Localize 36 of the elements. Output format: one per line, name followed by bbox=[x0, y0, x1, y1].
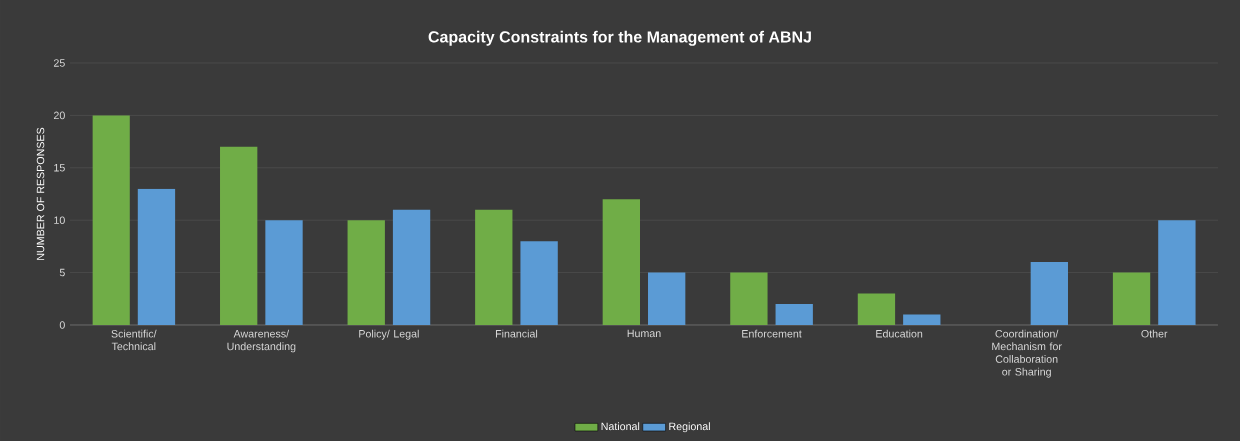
x-tick-label: Awareness/ Understanding bbox=[227, 329, 296, 353]
x-tick-label: Policy/ Legal bbox=[359, 329, 419, 340]
x-tick-label: Human bbox=[627, 329, 661, 338]
bar bbox=[857, 293, 896, 325]
x-tick-label: Scientific/ Technical bbox=[111, 329, 157, 351]
bar bbox=[648, 272, 686, 325]
y-tick-label: 0 bbox=[59, 321, 65, 329]
bar bbox=[347, 220, 385, 325]
bar bbox=[1158, 220, 1196, 325]
x-tick-label: Coordination/ Mechanism for Collaboration or Sharing bbox=[992, 329, 1062, 378]
y-tick-label: 20 bbox=[53, 111, 65, 120]
bar bbox=[903, 314, 941, 325]
x-tick-label: Financial bbox=[495, 329, 538, 338]
y-tick-label: 10 bbox=[54, 216, 65, 224]
y-tick-label: 25 bbox=[53, 59, 65, 67]
y-tick-label: 15 bbox=[54, 164, 65, 172]
y-axis-title: NUMBER OF RESPONSES bbox=[36, 127, 45, 260]
bar bbox=[730, 272, 768, 325]
x-tick-label: Other bbox=[1141, 329, 1168, 338]
bar bbox=[1030, 262, 1068, 325]
bar bbox=[392, 209, 431, 325]
legend-label: Regional bbox=[669, 422, 710, 433]
x-tick-label: Enforcement bbox=[742, 329, 802, 338]
chart-title: Capacity Constraints for the Management of ABNJ bbox=[428, 30, 811, 46]
bar bbox=[775, 304, 813, 325]
bar bbox=[520, 241, 558, 325]
legend-label: National bbox=[601, 422, 640, 431]
bar bbox=[1112, 272, 1151, 325]
x-tick-label: Education bbox=[876, 329, 923, 338]
bar bbox=[220, 146, 258, 325]
bar bbox=[475, 209, 513, 325]
y-tick-label: 5 bbox=[59, 268, 65, 277]
bar bbox=[265, 220, 303, 325]
bar bbox=[92, 115, 130, 325]
bar bbox=[137, 188, 176, 325]
bar bbox=[602, 199, 640, 325]
